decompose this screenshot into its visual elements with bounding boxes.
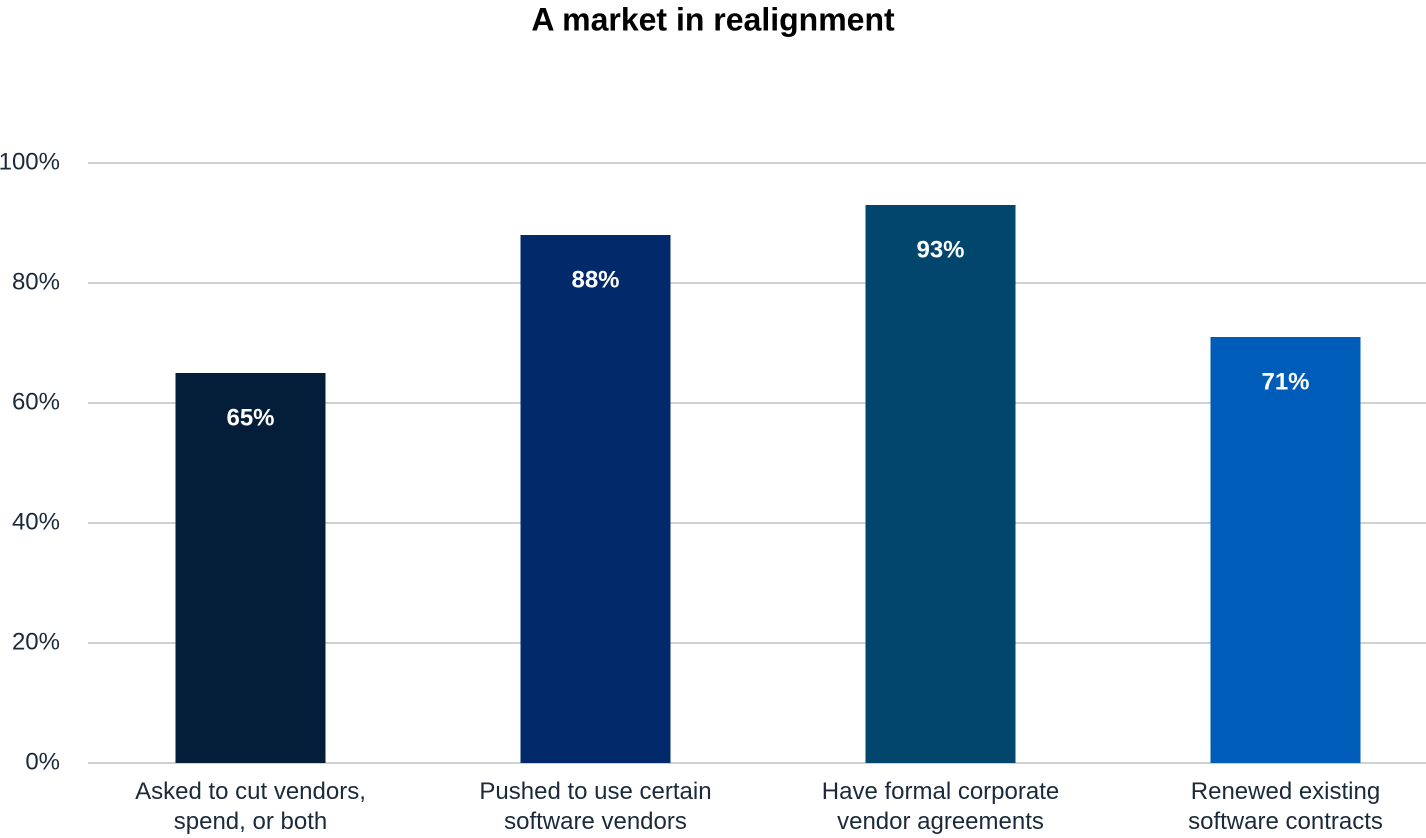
y-tick-label: 20% — [12, 628, 60, 655]
x-tick-label: Asked to cut vendors, spend, or both — [135, 778, 366, 835]
x-tick-label: Renewed existing software contracts — [1188, 778, 1383, 835]
bar — [865, 205, 1016, 763]
bar — [1210, 337, 1361, 763]
x-tick-label: Have formal corporate vendor agreements — [821, 778, 1060, 835]
value-label: 88% — [571, 266, 619, 293]
y-tick-label: 60% — [12, 388, 60, 415]
y-tick-label: 40% — [12, 508, 60, 535]
value-label: 93% — [916, 236, 964, 263]
x-tick-label: Pushed to use certain software vendors — [479, 778, 712, 835]
y-tick-label: 80% — [12, 268, 60, 295]
value-label: 65% — [226, 404, 274, 431]
y-tick-label: 100% — [0, 148, 60, 175]
y-tick-label: 0% — [25, 748, 60, 775]
chart-title: A market in realignment — [531, 1, 895, 37]
bar — [175, 373, 326, 763]
bar — [520, 235, 671, 763]
value-label: 71% — [1261, 368, 1309, 395]
